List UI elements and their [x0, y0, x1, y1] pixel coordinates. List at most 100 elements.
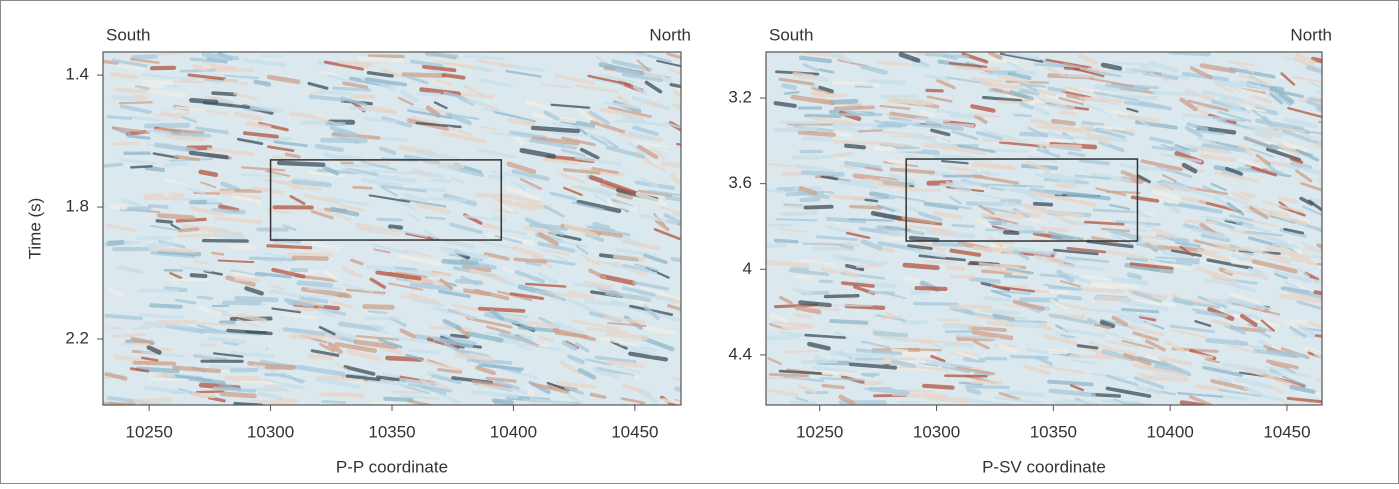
seismic-stroke	[194, 193, 218, 194]
seismic-stroke	[192, 275, 206, 276]
seismic-stroke	[796, 315, 811, 317]
seismic-stroke	[1071, 356, 1109, 358]
seismic-stroke	[191, 202, 205, 203]
seismic-stroke	[1319, 122, 1362, 126]
seismic-stroke	[222, 394, 255, 396]
seismic-stroke	[1083, 123, 1102, 126]
seismic-stroke	[1049, 89, 1064, 91]
seismic-stroke	[766, 190, 783, 192]
seismic-stroke	[677, 389, 714, 396]
seismic-stroke	[385, 399, 411, 400]
seismic-stroke	[770, 374, 807, 375]
seismic-stroke	[117, 90, 146, 91]
seismic-stroke	[1065, 222, 1085, 224]
seismic-stroke	[1319, 230, 1347, 236]
seismic-stroke	[680, 213, 716, 222]
seismic-stroke	[917, 288, 946, 289]
seismic-stroke	[378, 219, 401, 220]
x-tick-label: 10350	[1030, 422, 1077, 441]
seismic-stroke	[954, 182, 979, 183]
seismic-stroke	[948, 267, 962, 268]
seismic-stroke	[169, 280, 209, 281]
seismic-stroke	[883, 96, 916, 97]
seismic-stroke	[936, 157, 973, 159]
seismic-stroke	[326, 394, 363, 396]
seismic-stroke	[896, 150, 921, 151]
seismic-stroke	[410, 350, 438, 352]
x-tick-label: 10450	[1263, 422, 1310, 441]
seismic-stroke	[480, 309, 524, 311]
seismic-stroke	[783, 327, 811, 329]
seismic-stroke	[940, 320, 960, 321]
seismic-stroke	[875, 333, 906, 335]
y-tick-label: 4.4	[728, 344, 752, 363]
seismic-stroke	[872, 128, 885, 129]
seismic-stroke	[533, 128, 578, 131]
seismic-stroke	[795, 74, 813, 77]
seismic-stroke	[969, 390, 979, 393]
seismic-stroke	[1208, 340, 1246, 343]
seismic-stroke	[138, 238, 170, 239]
seismic-stroke	[1014, 115, 1030, 116]
seismic-stroke	[903, 395, 944, 396]
seismic-stroke	[1317, 249, 1362, 254]
seismic-stroke	[898, 121, 919, 123]
seismic-stroke	[426, 217, 444, 218]
seismic-stroke	[1318, 264, 1351, 269]
seismic-stroke	[786, 351, 819, 352]
x-tick-label: 10250	[126, 422, 173, 441]
seismic-stroke	[291, 114, 313, 117]
seismic-stroke	[151, 249, 194, 251]
seismic-stroke	[390, 227, 401, 228]
seismic-stroke	[1005, 232, 1017, 233]
seismic-stroke	[135, 363, 174, 364]
seismic-stroke	[869, 81, 904, 82]
x-tick-label: 10450	[611, 422, 658, 441]
seismic-stroke	[984, 140, 1027, 141]
seismic-stroke	[166, 163, 186, 165]
seismic-stroke	[905, 278, 918, 281]
seismic-stroke	[784, 204, 802, 205]
seismic-stroke	[266, 375, 285, 376]
seismic-stroke	[803, 173, 842, 175]
seismic-stroke	[394, 392, 421, 393]
seismic-stroke	[806, 116, 840, 117]
seismic-stroke	[823, 192, 833, 193]
seismic-stroke	[428, 54, 457, 56]
seismic-stroke	[831, 321, 866, 323]
seismic-stroke	[851, 207, 881, 208]
seismic-stroke	[977, 316, 993, 318]
y-tick-label: 1.8	[65, 197, 89, 216]
seismic-stroke	[193, 394, 214, 396]
seismic-stroke	[800, 302, 830, 305]
seismic-stroke	[404, 74, 444, 75]
y-tick-label: 3.2	[728, 88, 752, 107]
seismic-stroke	[870, 292, 893, 293]
seismic-stroke	[180, 229, 198, 230]
seismic-stroke	[800, 132, 834, 134]
seismic-stroke	[973, 79, 1001, 82]
seismic-stroke	[358, 228, 369, 230]
y-tick-label: 4	[743, 259, 752, 278]
seismic-stroke	[268, 246, 311, 248]
seismic-stroke	[174, 82, 204, 83]
seismic-stroke	[105, 164, 121, 165]
seismic-stroke	[412, 285, 451, 288]
seismic-stroke	[899, 402, 920, 403]
x-tick-label: 10300	[247, 422, 294, 441]
seismic-stroke	[818, 156, 835, 158]
seismic-stroke	[970, 328, 1005, 330]
seismic-stroke	[417, 93, 439, 94]
seismic-stroke	[322, 140, 365, 141]
seismic-stroke	[615, 256, 643, 259]
seismic-stroke	[159, 215, 193, 217]
seismic-stroke	[973, 382, 1000, 383]
seismic-stroke	[212, 67, 236, 68]
seismic-stroke	[1322, 272, 1350, 283]
y-tick-label: 1.4	[65, 65, 89, 84]
seismic-stroke	[256, 82, 269, 85]
seismic-stroke	[515, 259, 545, 261]
seismic-stroke	[1069, 153, 1083, 155]
x-tick-label: 10400	[1147, 422, 1194, 441]
x-tick-label: 10300	[913, 422, 960, 441]
